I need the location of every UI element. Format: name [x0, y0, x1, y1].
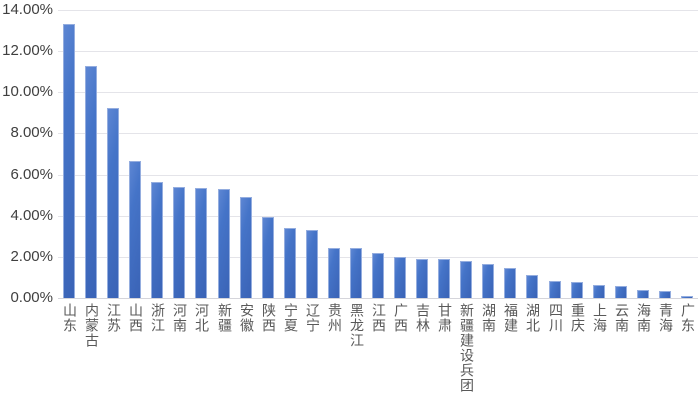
- bar-湖南: [482, 264, 494, 298]
- x-category-label: 吉林: [415, 303, 431, 333]
- x-category-label: 重庆: [570, 303, 586, 333]
- gridline: [58, 92, 698, 93]
- x-category-label: 内蒙古: [84, 303, 100, 348]
- x-category-label: 江西: [371, 303, 387, 333]
- x-category-label: 陕西: [261, 303, 277, 333]
- x-category-label: 安徽: [239, 303, 255, 333]
- bar-上海: [593, 285, 605, 298]
- bar-海南: [637, 290, 649, 298]
- x-category-label: 上海: [592, 303, 608, 333]
- x-axis-line: [58, 298, 698, 299]
- x-category-label: 山东: [62, 303, 78, 333]
- x-category-label: 湖南: [481, 303, 497, 333]
- bar-山东: [63, 24, 75, 298]
- bar-广西: [394, 257, 406, 298]
- gridline: [58, 133, 698, 134]
- bar-贵州: [328, 248, 340, 298]
- x-category-label: 新疆建设兵团: [459, 303, 475, 393]
- bar-山西: [129, 161, 141, 298]
- x-category-label: 海南: [636, 303, 652, 333]
- y-tick-label: 8.00%: [10, 124, 53, 141]
- x-category-label: 黑龙江: [349, 303, 365, 348]
- bar-四川: [549, 281, 561, 298]
- gridline: [58, 51, 698, 52]
- x-category-label: 辽宁: [305, 303, 321, 333]
- x-category-label: 浙江: [150, 303, 166, 333]
- bar-河南: [173, 187, 185, 298]
- x-category-label: 宁夏: [283, 303, 299, 333]
- bar-浙江: [151, 182, 163, 298]
- bar-吉林: [416, 259, 428, 298]
- bar-安徽: [240, 197, 252, 298]
- bar-重庆: [571, 282, 583, 298]
- x-category-label: 贵州: [327, 303, 343, 333]
- bar-宁夏: [284, 228, 296, 298]
- bar-甘肃: [438, 259, 450, 298]
- gridline: [58, 10, 698, 11]
- x-category-label: 湖北: [525, 303, 541, 333]
- bar-云南: [615, 286, 627, 298]
- x-category-label: 广西: [393, 303, 409, 333]
- x-category-label: 甘肃: [437, 303, 453, 333]
- bar-新疆建设兵团: [460, 261, 472, 298]
- bar-内蒙古: [85, 66, 97, 298]
- x-category-label: 广东: [680, 303, 696, 333]
- bar-辽宁: [306, 230, 318, 298]
- gridline: [58, 216, 698, 217]
- x-category-label: 四川: [548, 303, 564, 333]
- bar-江苏: [107, 108, 119, 298]
- bar-陕西: [262, 217, 274, 298]
- y-tick-label: 14.00%: [2, 1, 53, 18]
- x-category-label: 青海: [658, 303, 674, 333]
- bar-江西: [372, 253, 384, 298]
- x-category-label: 河北: [194, 303, 210, 333]
- y-tick-label: 2.00%: [10, 248, 53, 265]
- y-tick-label: 0.00%: [10, 289, 53, 306]
- y-tick-label: 4.00%: [10, 207, 53, 224]
- bar-河北: [195, 188, 207, 298]
- bar-福建: [504, 268, 516, 298]
- y-tick-label: 6.00%: [10, 166, 53, 183]
- gridline: [58, 175, 698, 176]
- x-category-label: 新疆: [217, 303, 233, 333]
- x-category-label: 福建: [503, 303, 519, 333]
- bar-广东: [681, 296, 693, 298]
- bar-湖北: [526, 275, 538, 298]
- x-category-label: 河南: [172, 303, 188, 333]
- bar-青海: [659, 291, 671, 298]
- bar-新疆: [218, 189, 230, 298]
- y-tick-label: 12.00%: [2, 42, 53, 59]
- x-category-label: 云南: [614, 303, 630, 333]
- x-category-label: 江苏: [106, 303, 122, 333]
- y-tick-label: 10.00%: [2, 83, 53, 100]
- x-category-label: 山西: [128, 303, 144, 333]
- bar-黑龙江: [350, 248, 362, 298]
